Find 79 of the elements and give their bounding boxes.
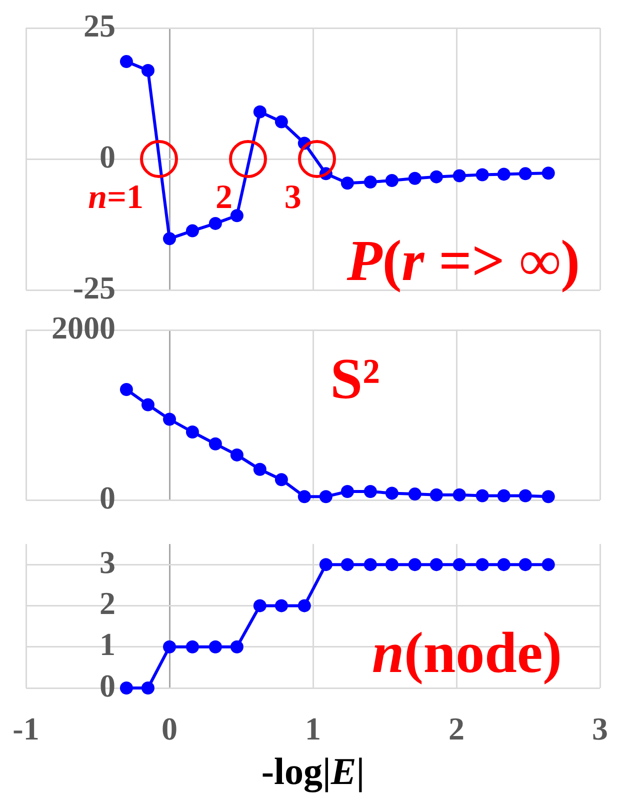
point bbox=[298, 490, 311, 504]
point bbox=[274, 473, 288, 486]
x-tick-label: -1 bbox=[12, 710, 40, 746]
y-tick-label: 0 bbox=[100, 667, 116, 704]
y-tick-label: 2000 bbox=[52, 309, 116, 346]
point bbox=[364, 558, 377, 572]
point bbox=[497, 558, 510, 572]
point bbox=[163, 640, 176, 654]
x-tick-label: 0 bbox=[162, 710, 178, 746]
point bbox=[385, 174, 398, 187]
y-tick-label: 1 bbox=[100, 626, 116, 662]
y-tick-label: 25 bbox=[84, 7, 116, 44]
x-axis-title: -log|E| bbox=[260, 751, 366, 794]
point bbox=[186, 640, 199, 654]
point bbox=[274, 599, 288, 612]
x-tick-label: 1 bbox=[305, 710, 321, 746]
point bbox=[452, 558, 466, 572]
point bbox=[253, 105, 266, 118]
point bbox=[518, 558, 532, 572]
point bbox=[497, 489, 510, 502]
x-tick-label: 3 bbox=[592, 710, 608, 746]
point bbox=[452, 488, 466, 502]
point bbox=[208, 437, 222, 450]
point bbox=[542, 490, 555, 504]
point bbox=[340, 176, 354, 190]
point bbox=[141, 682, 154, 694]
point bbox=[497, 168, 510, 181]
point bbox=[476, 558, 489, 572]
point bbox=[408, 558, 422, 572]
point bbox=[452, 169, 466, 182]
point bbox=[430, 558, 443, 572]
point bbox=[340, 558, 354, 572]
point bbox=[430, 170, 443, 184]
point bbox=[186, 426, 199, 438]
y-tick-label: 0 bbox=[100, 138, 116, 174]
point bbox=[476, 489, 489, 502]
point bbox=[163, 232, 176, 246]
annotation: 3 bbox=[284, 179, 302, 216]
point bbox=[120, 55, 133, 68]
point bbox=[385, 558, 398, 572]
y-tick-label: 2 bbox=[100, 584, 116, 621]
point bbox=[364, 176, 377, 189]
point bbox=[408, 172, 422, 185]
point bbox=[120, 682, 133, 694]
point bbox=[141, 398, 154, 412]
point bbox=[274, 115, 288, 128]
point bbox=[340, 485, 354, 498]
point bbox=[364, 485, 377, 498]
text: P(r => ∞) bbox=[346, 228, 580, 293]
point bbox=[518, 167, 532, 180]
point bbox=[230, 209, 244, 222]
point bbox=[542, 558, 555, 572]
point bbox=[542, 166, 555, 180]
point bbox=[230, 640, 244, 654]
point bbox=[385, 486, 398, 500]
y-tick-label: 3 bbox=[100, 544, 116, 580]
chart-title: S² bbox=[330, 346, 380, 411]
point bbox=[476, 168, 489, 182]
text: n(node) bbox=[372, 620, 562, 685]
point bbox=[141, 64, 154, 77]
point bbox=[208, 640, 222, 654]
point bbox=[120, 383, 133, 396]
point bbox=[430, 488, 443, 502]
point bbox=[319, 558, 332, 572]
annotation: 2 bbox=[215, 179, 232, 216]
point bbox=[253, 462, 266, 476]
x-tick-label: 2 bbox=[448, 710, 464, 746]
point bbox=[253, 599, 266, 612]
annotation: n=1 bbox=[88, 179, 144, 216]
point bbox=[186, 224, 199, 238]
point bbox=[230, 448, 244, 462]
y-tick-label: -25 bbox=[72, 269, 116, 306]
y-tick-label: 0 bbox=[100, 479, 116, 516]
point bbox=[408, 488, 422, 501]
point bbox=[163, 412, 176, 426]
point bbox=[319, 490, 332, 504]
point bbox=[208, 216, 222, 230]
point bbox=[518, 489, 532, 502]
point bbox=[298, 599, 311, 612]
